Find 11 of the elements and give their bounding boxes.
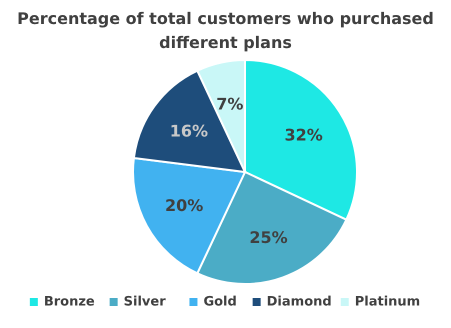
data-label: 16%	[170, 122, 208, 141]
legend-label: Gold	[203, 294, 237, 310]
data-label: 20%	[165, 196, 204, 215]
data-label: 7%	[216, 94, 244, 114]
legend-label: Bronze	[44, 294, 95, 310]
legend-label: Diamond	[266, 294, 332, 310]
data-label: 25%	[249, 228, 288, 247]
chart-title: Percentage of total customers who purchased different plans	[17, 9, 434, 52]
data-label: 32%	[284, 125, 323, 144]
legend-label: Platinum	[354, 294, 420, 310]
legend-label: Silver	[124, 294, 166, 310]
